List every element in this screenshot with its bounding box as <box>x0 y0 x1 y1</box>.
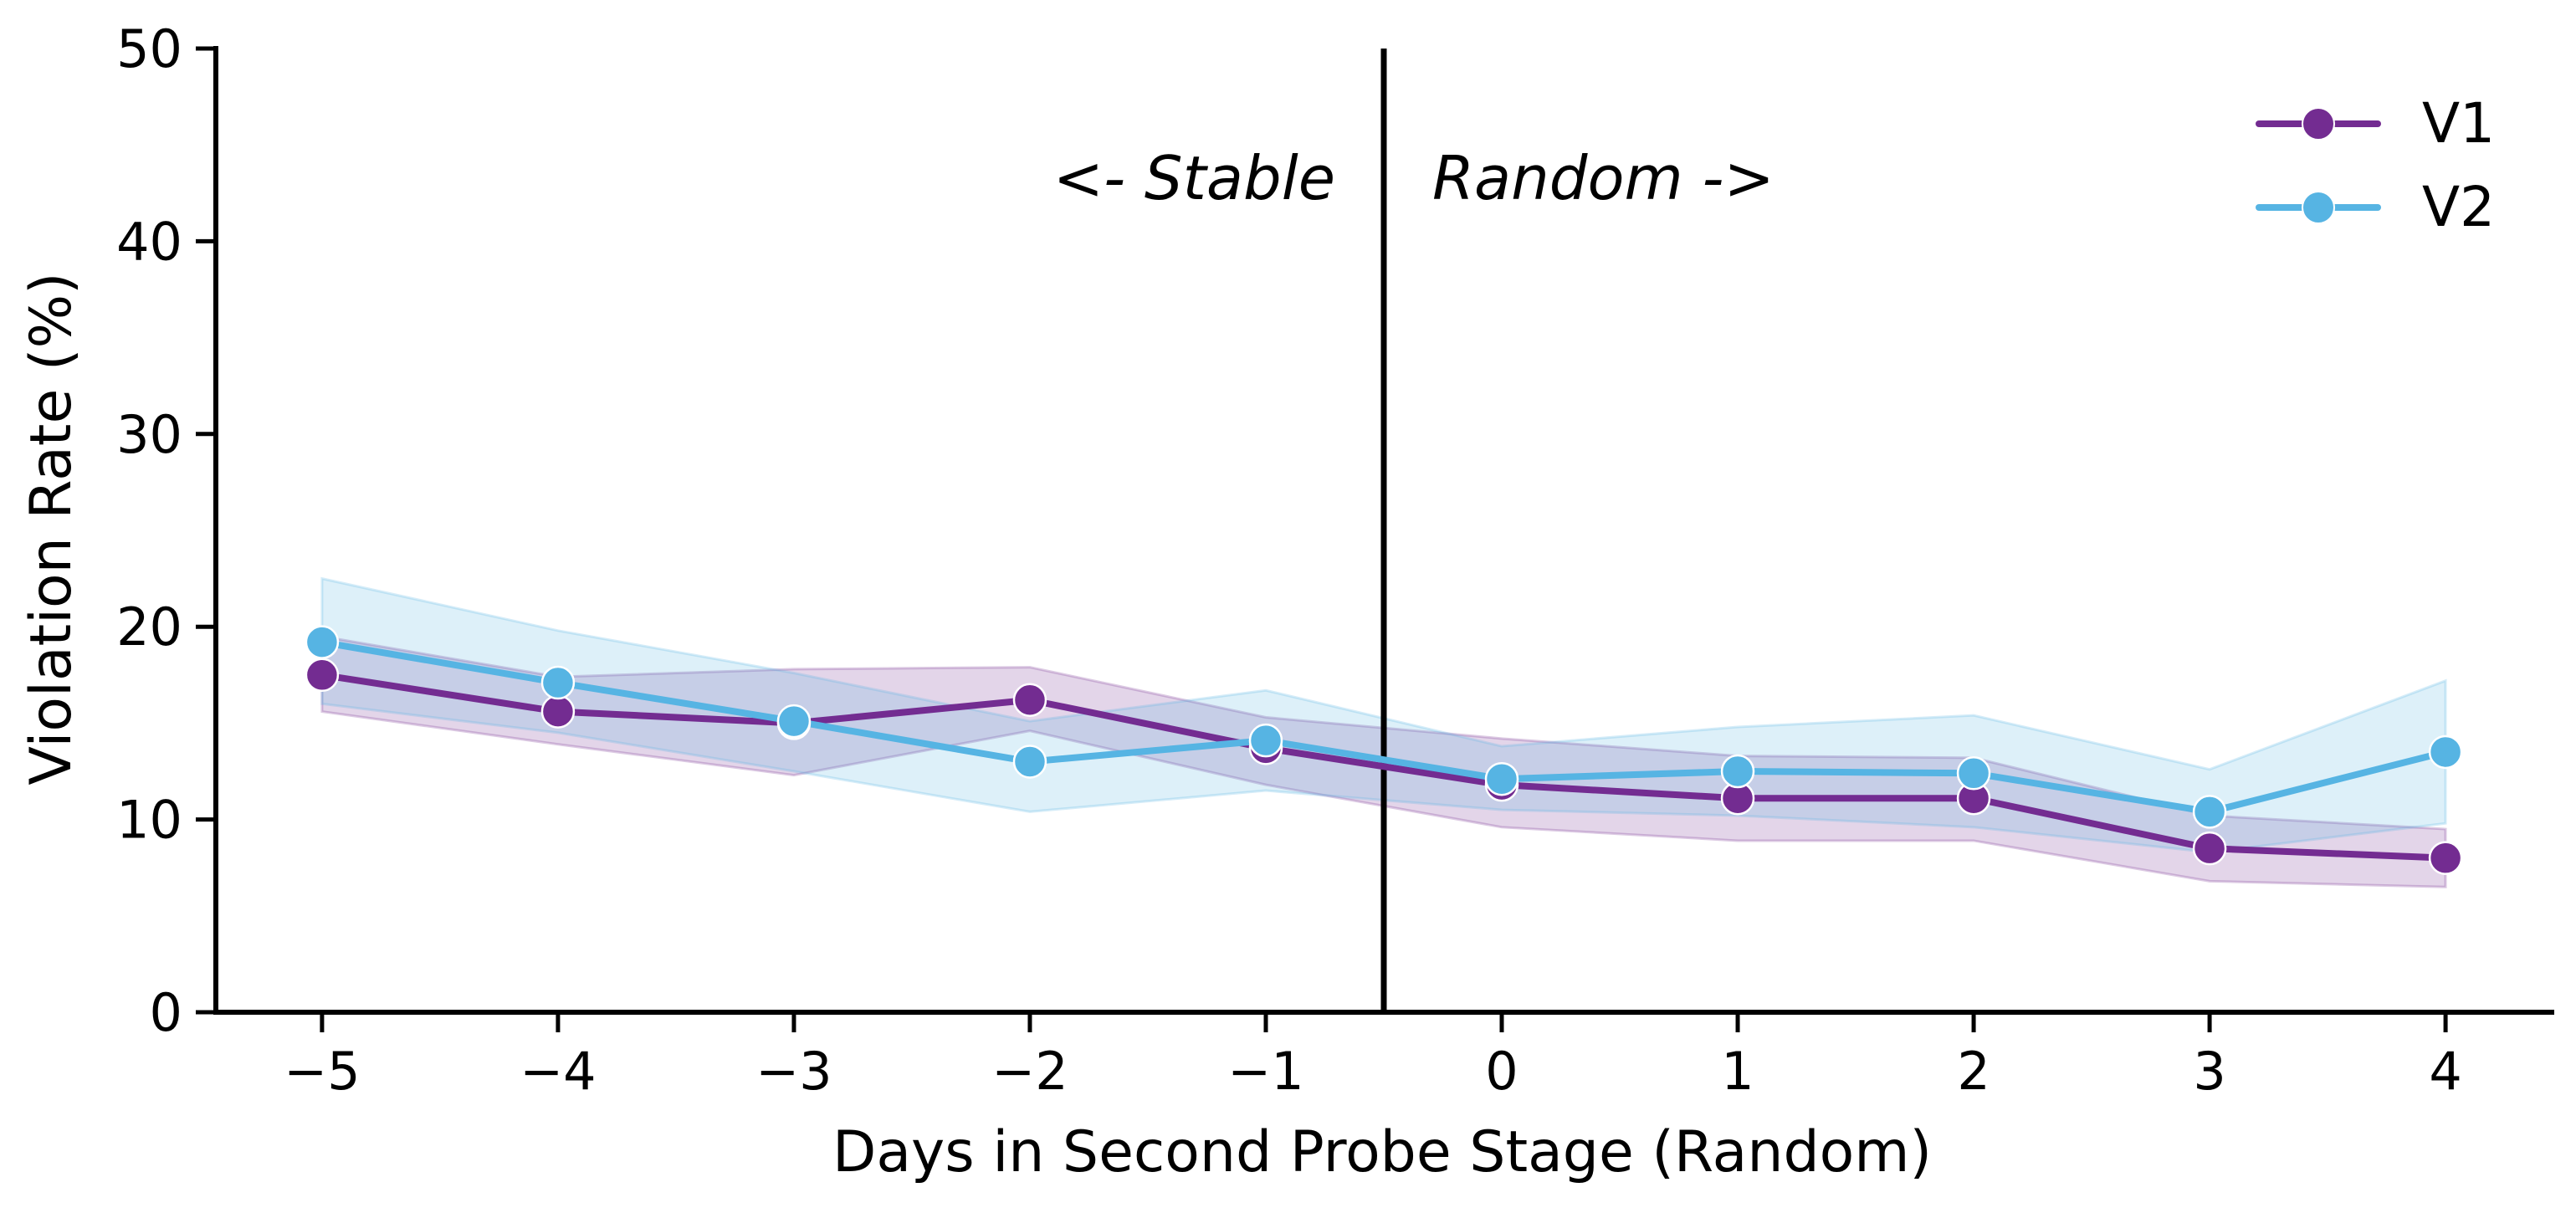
y-tick-label: 40 <box>116 211 182 272</box>
series-line-v2 <box>318 638 2450 816</box>
data-point-v2 <box>305 625 340 659</box>
y-tick-label: 0 <box>150 982 182 1043</box>
data-point-v2 <box>776 704 812 739</box>
y-tick-label: 10 <box>116 790 182 851</box>
x-tick-label: −4 <box>520 1041 596 1102</box>
data-point-v2 <box>1956 756 1991 791</box>
data-point-v2 <box>1484 761 1519 796</box>
x-tick-label: 0 <box>1485 1041 1518 1102</box>
data-point-v1 <box>1012 683 1047 718</box>
legend-label-v1: V1 <box>2422 91 2495 156</box>
legend-marker-v2 <box>2302 191 2335 224</box>
x-tick-label: 1 <box>1721 1041 1754 1102</box>
y-axis-title: Violation Rate (%) <box>18 272 85 785</box>
data-point-v2 <box>1012 745 1047 779</box>
data-point-v2 <box>1248 723 1283 758</box>
data-point-v2 <box>540 665 576 700</box>
x-tick-label: −5 <box>284 1041 360 1102</box>
x-tick-label: −1 <box>1227 1041 1303 1102</box>
y-tick-label: 30 <box>116 404 182 465</box>
y-tick-label: 20 <box>116 596 182 658</box>
series-line-v1 <box>318 671 2450 862</box>
data-point-v2 <box>2192 795 2227 829</box>
y-tick-label: 50 <box>116 18 182 79</box>
series-lines <box>318 638 2450 862</box>
ci-band-v2 <box>320 576 2447 854</box>
x-tick-label: −2 <box>991 1041 1068 1102</box>
data-point-v1 <box>2192 831 2227 866</box>
legend-label-v2: V2 <box>2422 175 2495 239</box>
axes <box>196 46 2554 1032</box>
stable-annotation: <- Stable <box>1053 143 1335 213</box>
x-tick-label: 2 <box>1957 1041 1990 1102</box>
data-point-v2 <box>2428 734 2463 770</box>
legend: V1 V2 <box>2256 91 2495 239</box>
random-annotation: Random -> <box>1432 143 1775 213</box>
x-axis-title: Days in Second Probe Stage (Random) <box>832 1119 1932 1185</box>
series-markers <box>305 625 2463 875</box>
data-point-v1 <box>2428 841 2463 875</box>
x-tick-label: 4 <box>2429 1041 2461 1102</box>
legend-marker-v1 <box>2302 107 2335 141</box>
data-point-v1 <box>305 658 340 693</box>
x-tick-label: 3 <box>2193 1041 2225 1102</box>
data-point-v2 <box>1720 754 1755 789</box>
x-tick-label: −3 <box>755 1041 832 1102</box>
data-point-v1 <box>540 694 576 729</box>
